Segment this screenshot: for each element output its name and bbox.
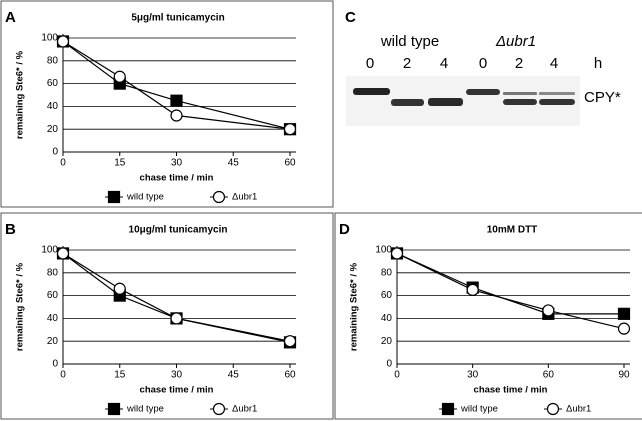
figure: C wild type Δubr1 0 2 4 0 2 4 h CPY* A 5μ… [0, 0, 642, 421]
y-tick-label: 0 [386, 359, 392, 370]
y-tick-label: 20 [47, 124, 59, 135]
legend-marker [109, 404, 120, 415]
panel-label: A [5, 9, 16, 26]
panel-label: C [345, 9, 356, 26]
x-tick-label: 60 [284, 158, 296, 169]
y-tick-label: 60 [381, 290, 393, 301]
legend-marker [213, 192, 224, 203]
chart-panel: D 10mM DTT 0 20 40 60 80 100 0 30 60 90 chase time /… [335, 213, 642, 419]
y-tick-label: 60 [47, 78, 59, 89]
band [503, 92, 537, 95]
x-tick-label: 60 [284, 370, 296, 381]
marker [171, 95, 182, 106]
series-line [397, 253, 624, 313]
y-tick-label: 100 [41, 245, 58, 256]
legend-label: Δubr1 [566, 404, 591, 415]
x-tick-label: 0 [60, 370, 66, 381]
x-tick-label: 45 [228, 370, 240, 381]
panel-label: B [5, 221, 16, 238]
y-tick-label: 20 [381, 336, 393, 347]
series-line [63, 253, 290, 341]
legend-label: wild type [126, 192, 164, 203]
lane-label: 0 [366, 55, 374, 72]
y-tick-label: 40 [47, 313, 59, 324]
y-tick-label: 40 [47, 101, 59, 112]
band [391, 99, 424, 106]
band [539, 92, 575, 95]
chart-title: 10mM DTT [487, 225, 538, 236]
y-tick-label: 80 [47, 55, 59, 66]
marker [392, 248, 403, 259]
x-tick-label: 30 [171, 158, 183, 169]
chart-panel: B 10μg/ml tunicamycin 0 20 40 60 80 100 0 15 30 45 6… [1, 213, 333, 419]
x-axis-label: chase time / min [474, 385, 548, 396]
y-tick-label: 0 [52, 147, 58, 158]
legend-label: wild type [460, 404, 498, 415]
y-axis-label: remaining Ste6* / % [349, 262, 360, 351]
panel-label: D [339, 221, 350, 238]
y-tick-label: 40 [381, 313, 393, 324]
y-axis-label: remaining Ste6* / % [15, 262, 26, 351]
lane-label: 4 [550, 55, 558, 72]
y-tick-label: 100 [375, 245, 392, 256]
marker [114, 283, 125, 294]
gel-group: Δubr1 [495, 33, 536, 50]
band [428, 98, 463, 106]
x-tick-label: 60 [543, 370, 555, 381]
marker [543, 305, 554, 316]
gel-group: wild type [380, 33, 439, 50]
band [539, 99, 575, 105]
marker [114, 71, 125, 82]
x-tick-label: 30 [467, 370, 479, 381]
x-tick-label: 15 [114, 370, 126, 381]
y-tick-label: 80 [47, 267, 59, 278]
marker [467, 284, 478, 295]
marker [171, 110, 182, 121]
marker [58, 36, 69, 47]
marker [285, 336, 296, 347]
legend-marker [547, 404, 558, 415]
x-tick-label: 0 [60, 158, 66, 169]
band-label: CPY* [584, 89, 621, 106]
series-line [397, 253, 624, 328]
band [466, 89, 500, 95]
legend-label: Δubr1 [232, 404, 257, 415]
y-tick-label: 60 [47, 290, 59, 301]
marker [171, 313, 182, 324]
x-axis-label: chase time / min [140, 173, 214, 184]
x-tick-label: 30 [171, 370, 183, 381]
x-tick-label: 15 [114, 158, 126, 169]
marker [619, 308, 630, 319]
x-tick-label: 0 [394, 370, 400, 381]
y-tick-label: 20 [47, 336, 59, 347]
y-tick-label: 0 [52, 359, 58, 370]
band [503, 99, 537, 105]
band [353, 88, 390, 95]
chart-title: 10μg/ml tunicamycin [129, 225, 228, 236]
legend-marker [443, 404, 454, 415]
unit-label: h [594, 55, 602, 72]
legend-label: Δubr1 [232, 192, 257, 203]
legend-marker [213, 404, 224, 415]
y-axis-label: remaining Ste6* / % [15, 50, 26, 139]
lane-label: 2 [515, 55, 523, 72]
x-tick-label: 45 [228, 158, 240, 169]
legend-label: wild type [126, 404, 164, 415]
gel-panel: C wild type Δubr1 0 2 4 0 2 4 h CPY* [345, 9, 621, 126]
lane-label: 2 [403, 55, 411, 72]
x-tick-label: 90 [618, 370, 630, 381]
x-axis-label: chase time / min [140, 385, 214, 396]
marker [619, 323, 630, 334]
y-tick-label: 100 [41, 33, 58, 44]
chart-title: 5μg/ml tunicamycin [131, 13, 224, 24]
marker [58, 248, 69, 259]
series-line [63, 253, 290, 342]
legend-marker [109, 192, 120, 203]
lane-label: 4 [440, 55, 448, 72]
chart-panel: A 5μg/ml tunicamycin 0 20 40 60 80 100 0 15 30 45 60… [1, 1, 333, 207]
marker [285, 124, 296, 135]
lane-label: 0 [479, 55, 487, 72]
y-tick-label: 80 [381, 267, 393, 278]
